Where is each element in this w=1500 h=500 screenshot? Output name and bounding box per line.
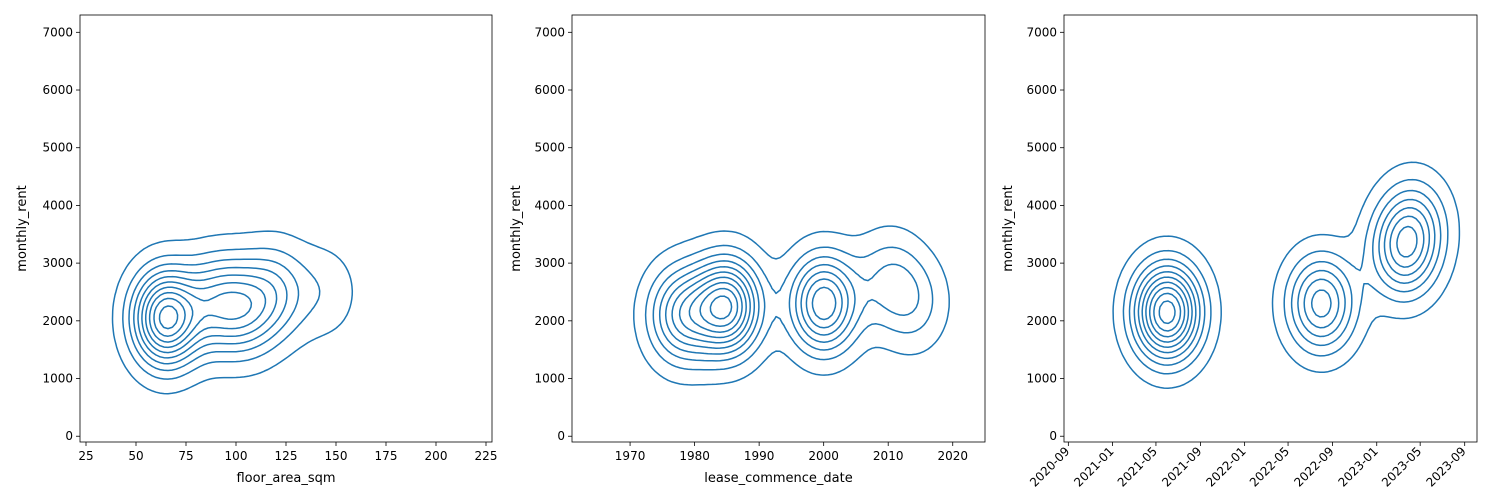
contour-level-2 — [644, 244, 934, 371]
x-tick-label: 200 — [425, 449, 448, 463]
x-tick-label: 2023-01 — [1336, 444, 1381, 489]
y-tick-label: 4000 — [534, 198, 565, 212]
chart-panel-2: 0 1000 2000 3000 4000 5000 6000 7000 1970 1980 199… — [509, 14, 986, 486]
contour-level-10 — [709, 295, 733, 320]
x-tick-label: 125 — [275, 449, 298, 463]
y-tick-label: 3000 — [1026, 256, 1057, 270]
axes-frame — [571, 14, 986, 443]
y-axis-label: monthly_rent — [15, 185, 30, 271]
contour-level-10 — [158, 305, 179, 330]
x-tick-label: 2022-09 — [1291, 444, 1336, 489]
x-tick-label: 50 — [128, 449, 143, 463]
contour-level-5 — [137, 274, 278, 359]
contour-level-6 — [671, 271, 843, 344]
y-tick-label: 2000 — [534, 314, 565, 328]
chart-panel-3: 010002000300040005000600070002020-092021… — [1001, 14, 1478, 490]
y-tick-label: 7000 — [1026, 25, 1057, 39]
y-tick-label: 4000 — [42, 198, 73, 212]
y-tick-label: 6000 — [1026, 83, 1057, 97]
x-tick-label: 2022-05 — [1247, 444, 1292, 489]
x-tick-label: 25 — [78, 449, 93, 463]
x-tick-label: 175 — [375, 449, 398, 463]
x-tick-label: 150 — [325, 449, 348, 463]
y-tick-label: 1000 — [534, 372, 565, 386]
y-axis-label: monthly_rent — [509, 185, 524, 271]
contour-level-9 — [153, 297, 186, 337]
y-tick-label: 2000 — [1026, 314, 1057, 328]
x-tick-label: 225 — [475, 449, 498, 463]
x-tick-label: 75 — [178, 449, 193, 463]
y-tick-label: 3000 — [534, 256, 565, 270]
contour-level-2 — [122, 247, 321, 380]
contour-level-9 — [1153, 292, 1182, 332]
contour-level-8 — [148, 291, 194, 343]
contour-level-8 — [688, 281, 743, 333]
y-tick-label: 0 — [1049, 429, 1057, 443]
chart-panel-1: 0 1000 2000 3000 4000 5000 6000 7000 25 50 75 100 12… — [15, 14, 498, 486]
contour-level-1 — [111, 230, 354, 395]
contour-level-8 — [1148, 286, 1186, 338]
x-tick-label: 2021-05 — [1115, 444, 1160, 489]
contour-level-5 — [664, 265, 849, 349]
x-tick-label: 100 — [225, 449, 248, 463]
contour-level-2 — [1122, 178, 1449, 375]
x-tick-label: 2010 — [873, 449, 904, 463]
contour-level-7 — [678, 276, 837, 339]
contour-level-1 — [633, 225, 950, 386]
x-tick-label: 1990 — [744, 449, 775, 463]
y-axis-label: monthly_rent — [1001, 185, 1016, 271]
x-tick-label: 2020 — [937, 449, 968, 463]
y-tick-label: 5000 — [534, 141, 565, 155]
y-tick-label: 1000 — [42, 372, 73, 386]
x-tick-label: 2000 — [808, 449, 839, 463]
contour-level-3 — [1128, 189, 1442, 366]
y-tick-label: 2000 — [42, 314, 73, 328]
contour-level-9 — [699, 287, 739, 328]
contour-level-3 — [652, 253, 920, 362]
contour-level-6 — [1141, 215, 1425, 349]
x-tick-label: 1970 — [615, 449, 646, 463]
x-tick-label: 2022-01 — [1203, 444, 1248, 489]
contour-level-4 — [133, 266, 288, 365]
x-tick-label: 1980 — [679, 449, 710, 463]
axes-frame — [1063, 14, 1478, 443]
y-tick-label: 7000 — [42, 25, 73, 39]
y-tick-label: 5000 — [42, 141, 73, 155]
contour-level-6 — [141, 281, 267, 354]
y-tick-label: 6000 — [42, 83, 73, 97]
contour-level-7 — [1145, 225, 1418, 343]
y-tick-label: 4000 — [1026, 198, 1057, 212]
axes-frame — [79, 14, 493, 443]
x-tick-label: 2021-09 — [1159, 444, 1204, 489]
contour-level-10 — [1158, 300, 1176, 325]
x-tick-label: 2020-09 — [1027, 444, 1072, 489]
contour-level-3 — [128, 258, 300, 372]
y-tick-label: 7000 — [534, 25, 565, 39]
contour-level-4 — [1133, 198, 1436, 360]
x-tick-label: 2021-01 — [1071, 444, 1116, 489]
y-tick-label: 1000 — [1026, 372, 1057, 386]
y-tick-label: 0 — [65, 429, 73, 443]
x-tick-label: 2023-09 — [1423, 444, 1468, 489]
y-tick-label: 3000 — [42, 256, 73, 270]
x-tick-label: 2023-05 — [1379, 444, 1424, 489]
contour-level-5 — [1137, 207, 1431, 354]
x-axis-label: lease_commence_date — [704, 471, 852, 486]
y-tick-label: 5000 — [1026, 141, 1057, 155]
contour-level-7 — [144, 286, 253, 349]
contour-level-1 — [1112, 161, 1461, 389]
x-axis-label: floor_area_sqm — [236, 471, 335, 486]
contour-level-4 — [658, 260, 856, 355]
y-tick-label: 0 — [557, 429, 565, 443]
y-tick-label: 6000 — [534, 83, 565, 97]
